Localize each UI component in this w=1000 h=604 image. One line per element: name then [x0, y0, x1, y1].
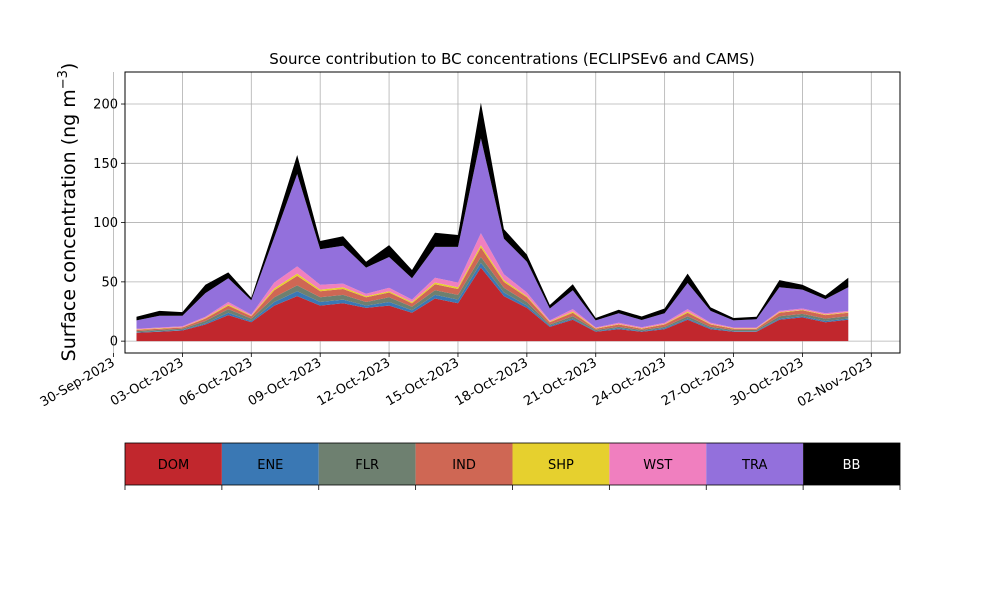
- legend-label-bb: BB: [843, 458, 861, 473]
- x-tick-label: 18-Oct-2023: [452, 355, 530, 409]
- legend-swatch-ene: [221, 443, 319, 485]
- y-axis-label: Surface concentration (ng m−3): [56, 63, 80, 362]
- y-axis-label-close: ): [58, 63, 80, 70]
- x-tick-label: 06-Oct-2023: [177, 355, 255, 409]
- legend: DOM ENE FLR IND SHP WST TRA BB: [124, 442, 901, 490]
- x-tick-label: 15-Oct-2023: [384, 355, 462, 409]
- y-axis-label-exponent: −3: [56, 70, 71, 89]
- x-tick-label: 30-Sep-2023: [38, 355, 118, 410]
- legend-swatch-tra: [706, 443, 804, 485]
- area-ind: [136, 247, 849, 332]
- legend-label-flr: FLR: [355, 458, 379, 473]
- legend-swatch-flr: [318, 443, 416, 485]
- x-tick-label: 02-Nov-2023: [795, 355, 875, 410]
- x-tick-label: 30-Oct-2023: [728, 355, 806, 409]
- area-wst: [136, 233, 849, 330]
- y-tick-label: 150: [93, 157, 118, 172]
- y-axis-label-main: Surface concentration (ng m: [58, 89, 80, 361]
- chart-title: Source contribution to BC concentrations…: [269, 50, 754, 68]
- legend-label-ind: IND: [452, 458, 476, 473]
- legend-frame: [124, 442, 901, 486]
- legend-label-tra: TRA: [741, 458, 767, 473]
- x-tick-label: 09-Oct-2023: [246, 355, 324, 409]
- y-tick-label: 200: [93, 98, 118, 113]
- y-tick-label: 100: [93, 216, 118, 231]
- x-tick-label: 21-Oct-2023: [521, 355, 599, 409]
- legend-swatch-bb: [803, 443, 900, 485]
- plot-frame: [124, 71, 901, 354]
- legend-swatch-dom: [125, 443, 222, 485]
- area-tra: [136, 138, 849, 329]
- legend-swatch-wst: [609, 443, 707, 485]
- x-tick-label: 27-Oct-2023: [659, 355, 737, 409]
- x-tick-label: 24-Oct-2023: [590, 355, 668, 409]
- legend-label-shp: SHP: [548, 458, 574, 473]
- legend-swatch-ind: [415, 443, 513, 485]
- legend-label-wst: WST: [643, 458, 672, 473]
- stacked-areas: [136, 102, 849, 342]
- area-dom: [136, 267, 849, 342]
- y-tick-label: 0: [110, 335, 118, 350]
- x-tick-label: 12-Oct-2023: [315, 355, 393, 409]
- legend-label-ene: ENE: [257, 458, 283, 473]
- x-tick-label: 03-Oct-2023: [108, 355, 186, 409]
- grid-layer: [113, 72, 900, 353]
- legend-label-dom: DOM: [158, 458, 189, 473]
- y-tick-label: 50: [101, 275, 118, 290]
- legend-swatch-shp: [512, 443, 610, 485]
